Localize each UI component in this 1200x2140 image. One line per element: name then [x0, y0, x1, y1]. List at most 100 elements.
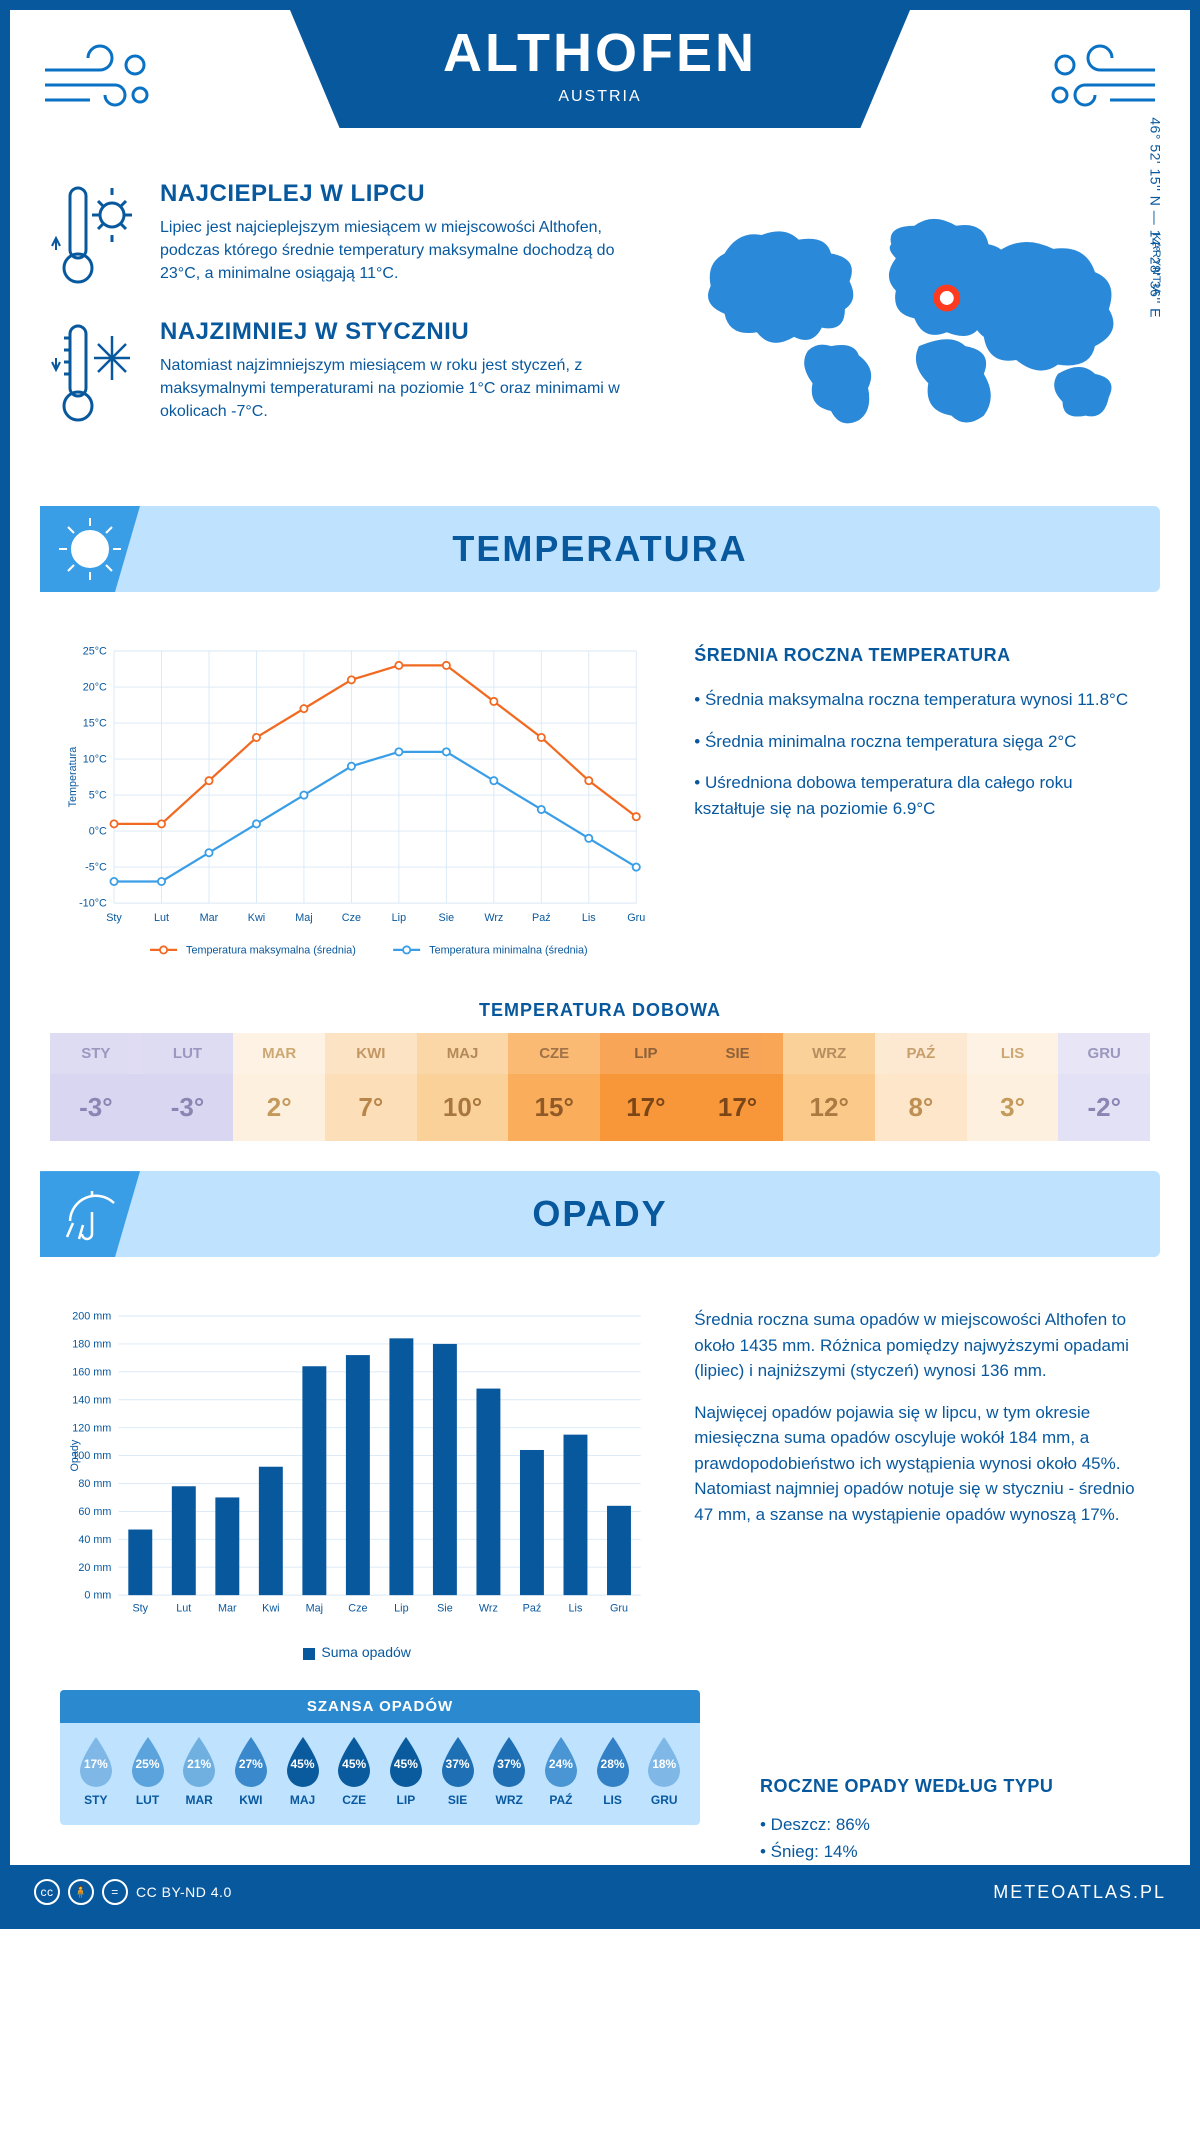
cc-icon: cc	[34, 1879, 60, 1905]
svg-text:80 mm: 80 mm	[78, 1478, 111, 1490]
svg-text:40 mm: 40 mm	[78, 1534, 111, 1546]
umbrella-icon	[40, 1171, 140, 1257]
daily-cell: LUT -3°	[142, 1033, 234, 1141]
temperature-line-chart: -10°C-5°C0°C5°C10°C15°C20°C25°CStyLutMar…	[60, 642, 654, 966]
site-name: METEOATLAS.PL	[993, 1882, 1166, 1903]
svg-text:Wrz: Wrz	[484, 912, 503, 924]
daily-temp-title: TEMPERATURA DOBOWA	[10, 1000, 1190, 1021]
svg-text:Lis: Lis	[582, 912, 596, 924]
precipitation-chart-row: 0 mm20 mm40 mm60 mm80 mm100 mm120 mm140 …	[10, 1277, 1190, 1670]
thermometer-hot-icon	[50, 180, 140, 290]
svg-text:Kwi: Kwi	[262, 1602, 279, 1614]
svg-text:Mar: Mar	[218, 1602, 237, 1614]
svg-text:20 mm: 20 mm	[78, 1562, 111, 1574]
annual-bullet: • Uśredniona dobowa temperatura dla całe…	[694, 770, 1140, 821]
svg-text:Maj: Maj	[295, 912, 312, 924]
precip-type-box: ROCZNE OPADY WEDŁUG TYPU • Deszcz: 86% •…	[760, 1772, 1140, 1865]
svg-text:Sie: Sie	[439, 912, 455, 924]
country-name: AUSTRIA	[290, 88, 910, 106]
svg-text:Paź: Paź	[532, 912, 551, 924]
header: ALTHOFEN AUSTRIA	[10, 10, 1190, 40]
license-badges: cc 🧍 = CC BY-ND 4.0	[34, 1879, 232, 1905]
feature-cold: NAJZIMNIEJ W STYCZNIU Natomiast najzimni…	[50, 318, 639, 428]
svg-text:-10°C: -10°C	[79, 898, 107, 910]
footer: cc 🧍 = CC BY-ND 4.0 METEOATLAS.PL	[10, 1865, 1190, 1919]
feature-title: NAJCIEPLEJ W LIPCU	[160, 180, 639, 208]
chance-drop: 25%LUT	[122, 1735, 174, 1807]
section-band-temperature: TEMPERATURA	[40, 506, 1160, 592]
svg-text:60 mm: 60 mm	[78, 1506, 111, 1518]
precip-bottom: SZANSA OPADÓW 17%STY 25%LUT 21%MAR 27%KW…	[10, 1690, 1190, 1865]
wind-icon	[40, 40, 160, 125]
svg-text:Mar: Mar	[200, 912, 219, 924]
svg-text:Lut: Lut	[154, 912, 169, 924]
svg-text:0°C: 0°C	[89, 826, 107, 838]
svg-text:160 mm: 160 mm	[72, 1367, 111, 1379]
location-marker-icon	[936, 287, 956, 307]
chance-title: SZANSA OPADÓW	[60, 1690, 700, 1723]
type-rain: • Deszcz: 86%	[760, 1811, 1140, 1838]
section-title: TEMPERATURA	[452, 528, 747, 570]
svg-text:Cze: Cze	[348, 1602, 367, 1614]
by-icon: 🧍	[68, 1879, 94, 1905]
precip-desc: Średnia roczna suma opadów w miejscowośc…	[694, 1307, 1140, 1384]
daily-cell: MAJ 10°	[417, 1033, 509, 1141]
legend-swatch-icon	[303, 1648, 315, 1660]
type-title: ROCZNE OPADY WEDŁUG TYPU	[760, 1772, 1140, 1801]
svg-text:Gru: Gru	[610, 1602, 628, 1614]
svg-text:140 mm: 140 mm	[72, 1394, 111, 1406]
chance-drop: 21%MAR	[173, 1735, 225, 1807]
chance-drop: 28%LIS	[587, 1735, 639, 1807]
svg-text:120 mm: 120 mm	[72, 1422, 111, 1434]
svg-text:Sie: Sie	[437, 1602, 453, 1614]
section-band-precipitation: OPADY	[40, 1171, 1160, 1257]
chance-drop: 27%KWI	[225, 1735, 277, 1807]
svg-text:-5°C: -5°C	[85, 862, 107, 874]
svg-text:Lis: Lis	[569, 1602, 583, 1614]
daily-cell: MAR 2°	[233, 1033, 325, 1141]
daily-cell: LIS 3°	[967, 1033, 1059, 1141]
svg-text:15°C: 15°C	[83, 718, 107, 730]
daily-cell: GRU -2°	[1058, 1033, 1150, 1141]
svg-text:Sty: Sty	[106, 912, 122, 924]
svg-text:5°C: 5°C	[89, 790, 107, 802]
svg-text:Lip: Lip	[394, 1602, 408, 1614]
section-title: OPADY	[532, 1193, 667, 1235]
chance-drop: 37%SIE	[432, 1735, 484, 1807]
svg-text:25°C: 25°C	[83, 646, 107, 658]
svg-text:Maj: Maj	[306, 1602, 323, 1614]
svg-text:Gru: Gru	[627, 912, 645, 924]
chance-drop: 37%WRZ	[483, 1735, 535, 1807]
svg-text:Cze: Cze	[342, 912, 361, 924]
annual-temp-title: ŚREDNIA ROCZNA TEMPERATURA	[694, 642, 1140, 669]
nd-icon: =	[102, 1879, 128, 1905]
feature-title: NAJZIMNIEJ W STYCZNIU	[160, 318, 639, 346]
svg-text:Temperatura maksymalna (średni: Temperatura maksymalna (średnia)	[186, 945, 356, 957]
svg-text:Temperatura minimalna (średnia: Temperatura minimalna (średnia)	[429, 945, 587, 957]
svg-text:Opady: Opady	[69, 1439, 81, 1471]
annual-bullet: • Średnia maksymalna roczna temperatura …	[694, 687, 1140, 713]
daily-cell: SIE 17°	[692, 1033, 784, 1141]
daily-temp-grid: STY -3°LUT -3°MAR 2°KWI 7°MAJ 10°CZE 15°…	[50, 1033, 1150, 1141]
svg-text:Lut: Lut	[176, 1602, 191, 1614]
chance-drop: 24%PAŹ	[535, 1735, 587, 1807]
daily-cell: PAŹ 8°	[875, 1033, 967, 1141]
svg-text:20°C: 20°C	[83, 682, 107, 694]
chance-drop: 45%CZE	[328, 1735, 380, 1807]
svg-text:Kwi: Kwi	[248, 912, 265, 924]
feature-text: Lipiec jest najcieplejszym miesiącem w m…	[160, 216, 639, 286]
svg-text:Sty: Sty	[132, 1602, 148, 1614]
thermometer-cold-icon	[50, 318, 140, 428]
city-name: ALTHOFEN	[290, 22, 910, 84]
coords-label: 46° 52' 15'' N — 14° 28' 36'' E	[1148, 117, 1164, 318]
svg-text:Lip: Lip	[392, 912, 406, 924]
temperature-chart-row: -10°C-5°C0°C5°C10°C15°C20°C25°CStyLutMar…	[10, 612, 1190, 976]
svg-text:0 mm: 0 mm	[84, 1590, 111, 1602]
feature-hot: NAJCIEPLEJ W LIPCU Lipiec jest najcieple…	[50, 180, 639, 290]
annual-bullet: • Średnia minimalna roczna temperatura s…	[694, 729, 1140, 755]
svg-text:Wrz: Wrz	[479, 1602, 498, 1614]
world-map: KARYNTIA 46° 52' 15'' N — 14° 28' 36'' E	[669, 180, 1151, 456]
daily-cell: KWI 7°	[325, 1033, 417, 1141]
svg-text:Paź: Paź	[523, 1602, 542, 1614]
chance-drop: 18%GRU	[638, 1735, 690, 1807]
